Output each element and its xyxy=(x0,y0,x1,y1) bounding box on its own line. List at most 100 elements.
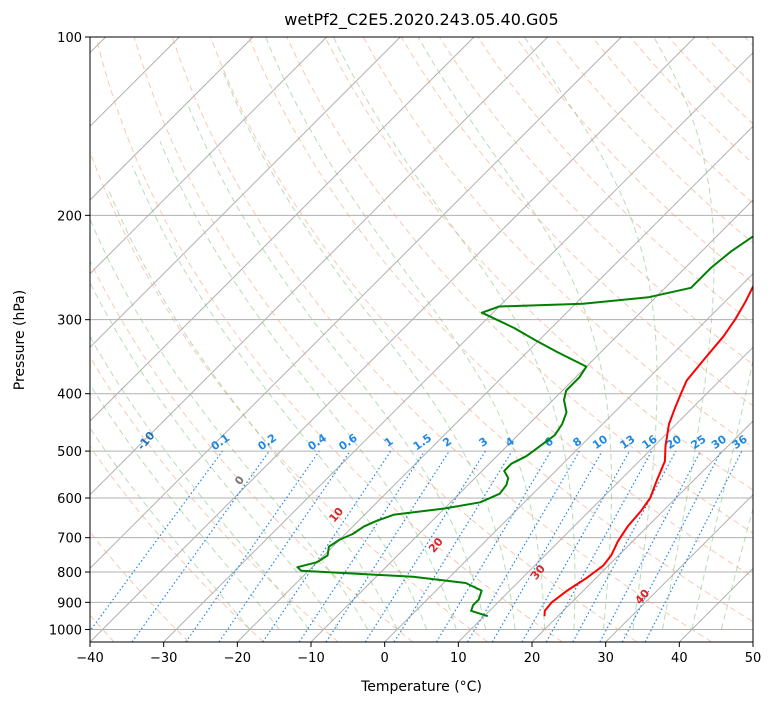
isotherm-line xyxy=(531,420,753,642)
dry-adiabat-line xyxy=(324,37,753,491)
mixing-ratio-label: 1 xyxy=(382,435,396,450)
x-tick-label: 20 xyxy=(524,651,541,666)
moist-adiabat-line xyxy=(187,104,487,630)
moist-adiabat-line xyxy=(90,427,251,630)
isotherm-line xyxy=(90,37,622,570)
dewpoint-profile-line xyxy=(296,235,753,618)
x-axis-label: Temperature (°C) xyxy=(361,679,482,695)
x-tick-label: 10 xyxy=(450,651,467,666)
x-tick-label: 40 xyxy=(671,651,688,666)
x-tick-label: −40 xyxy=(76,651,103,666)
isotherm-line xyxy=(236,125,753,642)
dry-adiabat-label: -20 xyxy=(58,404,81,428)
dry-adiabat-line xyxy=(248,37,753,578)
mixing-ratio-label: 8 xyxy=(571,435,585,450)
moist-adiabat-line xyxy=(131,165,428,630)
y-tick-label: 1000 xyxy=(49,623,82,638)
y-tick-label: 800 xyxy=(57,566,82,581)
isotherm-line xyxy=(90,37,401,349)
moist-adiabat-line xyxy=(90,217,369,630)
isotherm-line xyxy=(752,641,753,642)
mixing-ratio-line xyxy=(218,450,351,642)
mixing-ratio-line xyxy=(325,450,450,642)
moist-adiabat-line xyxy=(720,506,753,630)
x-tick-label: 30 xyxy=(597,651,614,666)
mixing-ratio-line xyxy=(185,450,320,642)
moist-adiabat-line xyxy=(90,281,339,630)
y-tick-label: 500 xyxy=(57,445,82,460)
mixing-ratio-label: 13 xyxy=(617,433,637,452)
y-axis-label: Pressure (hPa) xyxy=(12,289,28,391)
dry-adiabat-line xyxy=(133,37,638,642)
x-tick-label: −30 xyxy=(150,651,177,666)
dry-adiabat-line xyxy=(90,150,488,642)
isotherm-line xyxy=(678,567,753,642)
dry-adiabat-line xyxy=(706,37,753,86)
moist-adiabat-line xyxy=(107,188,398,630)
temperature-profile-line xyxy=(543,284,753,617)
dry-adiabat-line xyxy=(438,37,753,366)
mixing-ratio-line xyxy=(298,450,425,642)
chart-title: wetPf2_C2E5.2020.243.05.40.G05 xyxy=(284,10,559,29)
y-tick-label: 100 xyxy=(57,31,82,46)
x-tick-label: 0 xyxy=(381,651,389,666)
isotherm-line xyxy=(90,37,254,201)
mixing-ratio-line xyxy=(435,450,552,642)
moist-adiabat-line xyxy=(159,141,457,630)
isotherm-line xyxy=(384,272,753,642)
moist-adiabat-line xyxy=(223,72,516,630)
dry-adiabat-line xyxy=(90,356,339,642)
moist-adiabat-line xyxy=(524,37,658,630)
mixing-ratio-label: 16 xyxy=(640,432,660,452)
dry-adiabat-line xyxy=(591,37,753,204)
mixing-ratio-line xyxy=(644,450,743,642)
isotherm-line xyxy=(457,346,753,642)
y-tick-label: 300 xyxy=(57,314,82,329)
plot-frame xyxy=(89,36,754,643)
mixing-ratio-line xyxy=(364,450,486,642)
dry-adiabat-line xyxy=(171,37,712,642)
mixing-ratio-label: 25 xyxy=(689,433,709,452)
isotherm-line xyxy=(90,37,696,642)
mixing-ratio-label: 0.2 xyxy=(256,431,279,453)
mixing-ratio-label: 0.1 xyxy=(209,431,232,453)
isotherm-line xyxy=(163,51,753,642)
dry-adiabat-line xyxy=(90,259,414,642)
x-tick-label: −10 xyxy=(297,651,324,666)
mixing-ratio-line xyxy=(521,450,631,642)
dry-adiabat-line xyxy=(210,37,753,623)
isotherm-line xyxy=(310,199,753,642)
mixing-ratio-line xyxy=(393,450,513,642)
y-tick-label: 200 xyxy=(57,209,82,224)
mixing-ratio-label: 3 xyxy=(477,435,491,450)
isotherm-line xyxy=(90,37,328,275)
moist-adiabat-line xyxy=(417,37,612,630)
moist-adiabat-line xyxy=(332,37,576,630)
y-tick-label: 900 xyxy=(57,596,82,611)
mixing-ratio-line xyxy=(262,450,392,642)
mixing-ratio-label: 0.4 xyxy=(306,431,330,453)
moist-adiabat-line xyxy=(265,37,546,630)
y-tick-label: 600 xyxy=(57,492,82,507)
mixing-ratio-label: 1.5 xyxy=(411,431,434,453)
moist-adiabat-line xyxy=(90,335,310,630)
dry-adiabat-label: -10 xyxy=(135,429,158,453)
isotherm-line xyxy=(90,37,549,496)
dry-adiabat-line xyxy=(515,37,753,284)
isotherm-line xyxy=(90,37,475,422)
mixing-ratio-label: 30 xyxy=(709,432,729,452)
dry-adiabat-line xyxy=(477,37,753,325)
dry-adiabat-line xyxy=(286,37,753,534)
moist-adiabat-line xyxy=(691,358,753,630)
mixing-ratio-line xyxy=(466,450,580,642)
x-tick-label: 50 xyxy=(745,651,762,666)
y-tick-label: 700 xyxy=(57,532,82,547)
dry-adiabat-label: 30 xyxy=(528,562,548,582)
x-tick-label: −20 xyxy=(224,651,251,666)
mixing-ratio-line xyxy=(90,450,223,632)
mixing-ratio-line xyxy=(545,450,653,642)
mixing-ratio-line xyxy=(491,450,603,642)
dry-adiabat-line xyxy=(90,531,190,642)
mixing-ratio-line xyxy=(572,450,677,642)
